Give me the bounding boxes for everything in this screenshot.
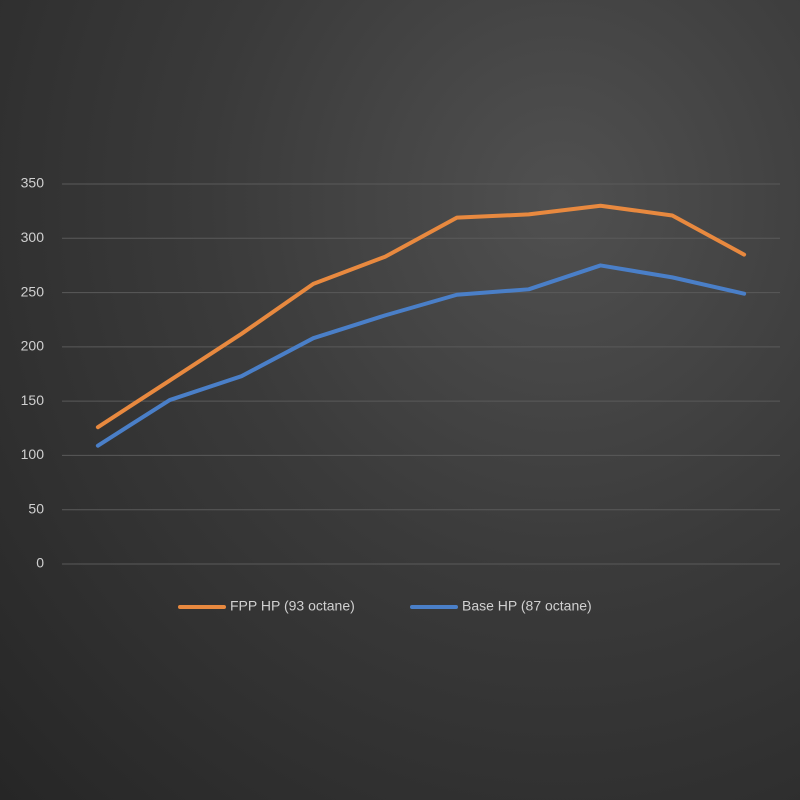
legend-label: Base HP (87 octane) [462, 598, 592, 614]
y-tick-label: 350 [21, 175, 45, 191]
y-tick-label: 200 [21, 338, 45, 354]
y-tick-label: 250 [21, 283, 45, 299]
y-tick-label: 100 [21, 446, 45, 462]
series-line [95, 263, 747, 448]
y-tick-label: 0 [36, 555, 44, 571]
legend-label: FPP HP (93 octane) [230, 598, 355, 614]
y-tick-label: 50 [28, 500, 44, 516]
series-line [95, 203, 747, 430]
y-tick-label: 300 [21, 229, 45, 245]
y-tick-label: 150 [21, 392, 45, 408]
